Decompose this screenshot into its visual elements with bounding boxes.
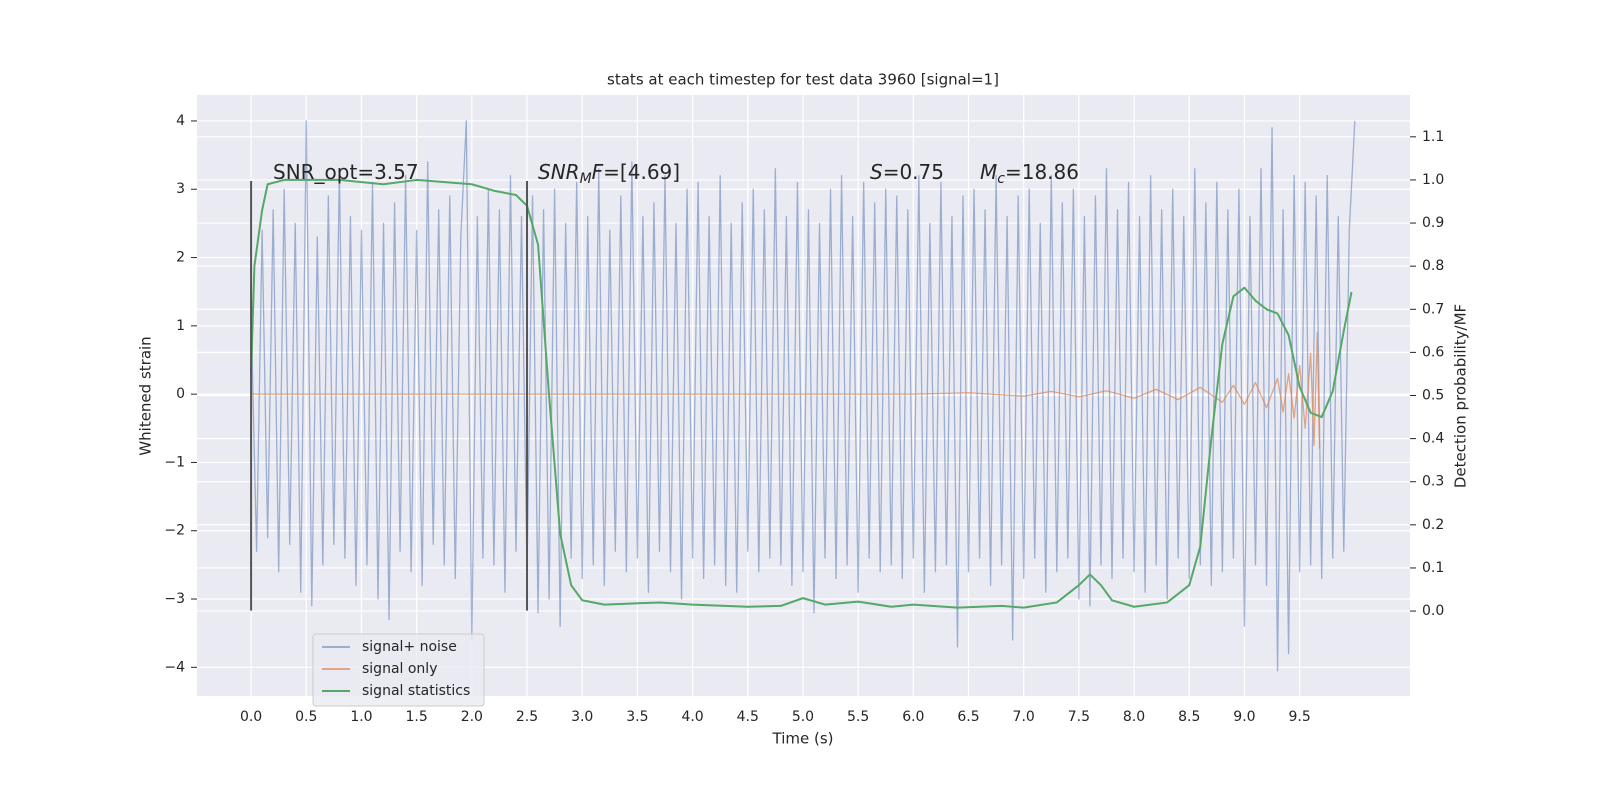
x-tick-label: 1.5: [406, 709, 428, 725]
y-tick-label: 1: [176, 318, 185, 334]
y2-tick-label: 0.8: [1422, 258, 1444, 274]
x-tick-label: 5.5: [847, 709, 869, 725]
x-tick-label: 6.0: [902, 709, 924, 725]
legend-label: signal statistics: [362, 683, 470, 699]
y-tick-label: 4: [176, 113, 185, 129]
legend-frame: [312, 633, 485, 707]
x-tick-label: 8.5: [1178, 709, 1200, 725]
marks: [250, 120, 1356, 672]
y-tick-label: 2: [176, 250, 185, 266]
y2-tick-label: 0.0: [1422, 603, 1444, 619]
y-tick-label: −3: [164, 591, 185, 607]
x-tick-label: 4.0: [681, 709, 703, 725]
y-tick-label: 0: [176, 386, 185, 402]
y2-tick-label: 0.4: [1422, 431, 1444, 447]
annotation-part: =18.86: [1005, 160, 1079, 184]
y-tick-label: −1: [164, 454, 185, 470]
x-tick-label: 0.0: [240, 709, 262, 725]
x-tick-label: 4.5: [737, 709, 759, 725]
x-tick-label: 0.5: [295, 709, 317, 725]
annotation-part: SNR: [538, 160, 580, 184]
y2-tick-label: 0.7: [1422, 301, 1444, 317]
y2-tick-label: 1.1: [1422, 129, 1444, 145]
x-tick-label: 2.5: [516, 709, 538, 725]
y-tick-label: 3: [176, 181, 185, 197]
series-line: [250, 178, 1353, 609]
y2-tick-label: 0.1: [1422, 560, 1444, 576]
legend-label: signal+ noise: [362, 639, 457, 655]
x-tick-label: 3.5: [626, 709, 648, 725]
series-line: [250, 120, 1356, 672]
y2-tick-label: 0.9: [1422, 215, 1444, 231]
x-tick-label: 8.0: [1123, 709, 1145, 725]
x-tick-label: 7.5: [1068, 709, 1090, 725]
annotation: Mc=18.86: [980, 160, 1079, 188]
y2-tick-label: 0.3: [1422, 474, 1444, 490]
y2-tick-label: 0.5: [1422, 388, 1444, 404]
axes: 0.0 0.5 1.0 1.5 2.0 2.5 3.0 3.5 4.0 4.5 5.0 5.5 6.0 6…: [164, 113, 1444, 725]
annotation-part: SNR_opt=3.57: [273, 160, 419, 184]
annotation-part: F: [592, 160, 604, 184]
y2-axis-label: Detection probability/MF: [1452, 304, 1470, 488]
y2-tick-label: 1.0: [1422, 172, 1444, 188]
x-tick-label: 3.0: [571, 709, 593, 725]
annotation: SNR_opt=3.57: [273, 160, 419, 184]
annotation: S=0.75: [870, 160, 944, 184]
legend-label: signal only: [362, 661, 437, 677]
annotation-part: M: [980, 160, 997, 184]
annotation-part: S: [870, 160, 883, 184]
annotation-part: =[4.69]: [603, 160, 680, 184]
annotation-part: M: [580, 171, 592, 187]
y2-tick-label: 0.6: [1422, 344, 1444, 360]
x-tick-label: 9.0: [1233, 709, 1255, 725]
y-tick-label: −2: [164, 523, 185, 539]
legend: signal+ noise signal only signal statistic…: [312, 633, 485, 707]
annotation-part: c: [997, 171, 1005, 187]
x-tick-label: 7.0: [1013, 709, 1035, 725]
x-tick-label: 6.5: [957, 709, 979, 725]
series-line: [251, 332, 1321, 449]
chart-title: stats at each timestep for test data 396…: [607, 71, 999, 89]
x-tick-label: 9.5: [1288, 709, 1310, 725]
x-axis-label: Time (s): [772, 730, 834, 748]
annotation-part: =0.75: [883, 160, 944, 184]
y-tick-label: −4: [164, 659, 185, 675]
x-tick-label: 5.0: [792, 709, 814, 725]
y2-tick-label: 0.2: [1422, 517, 1444, 533]
y-axis-label: Whitened strain: [137, 336, 155, 455]
x-tick-label: 2.0: [461, 709, 483, 725]
annotation: SNRMF=[4.69]: [538, 160, 680, 188]
x-tick-label: 1.0: [350, 709, 372, 725]
